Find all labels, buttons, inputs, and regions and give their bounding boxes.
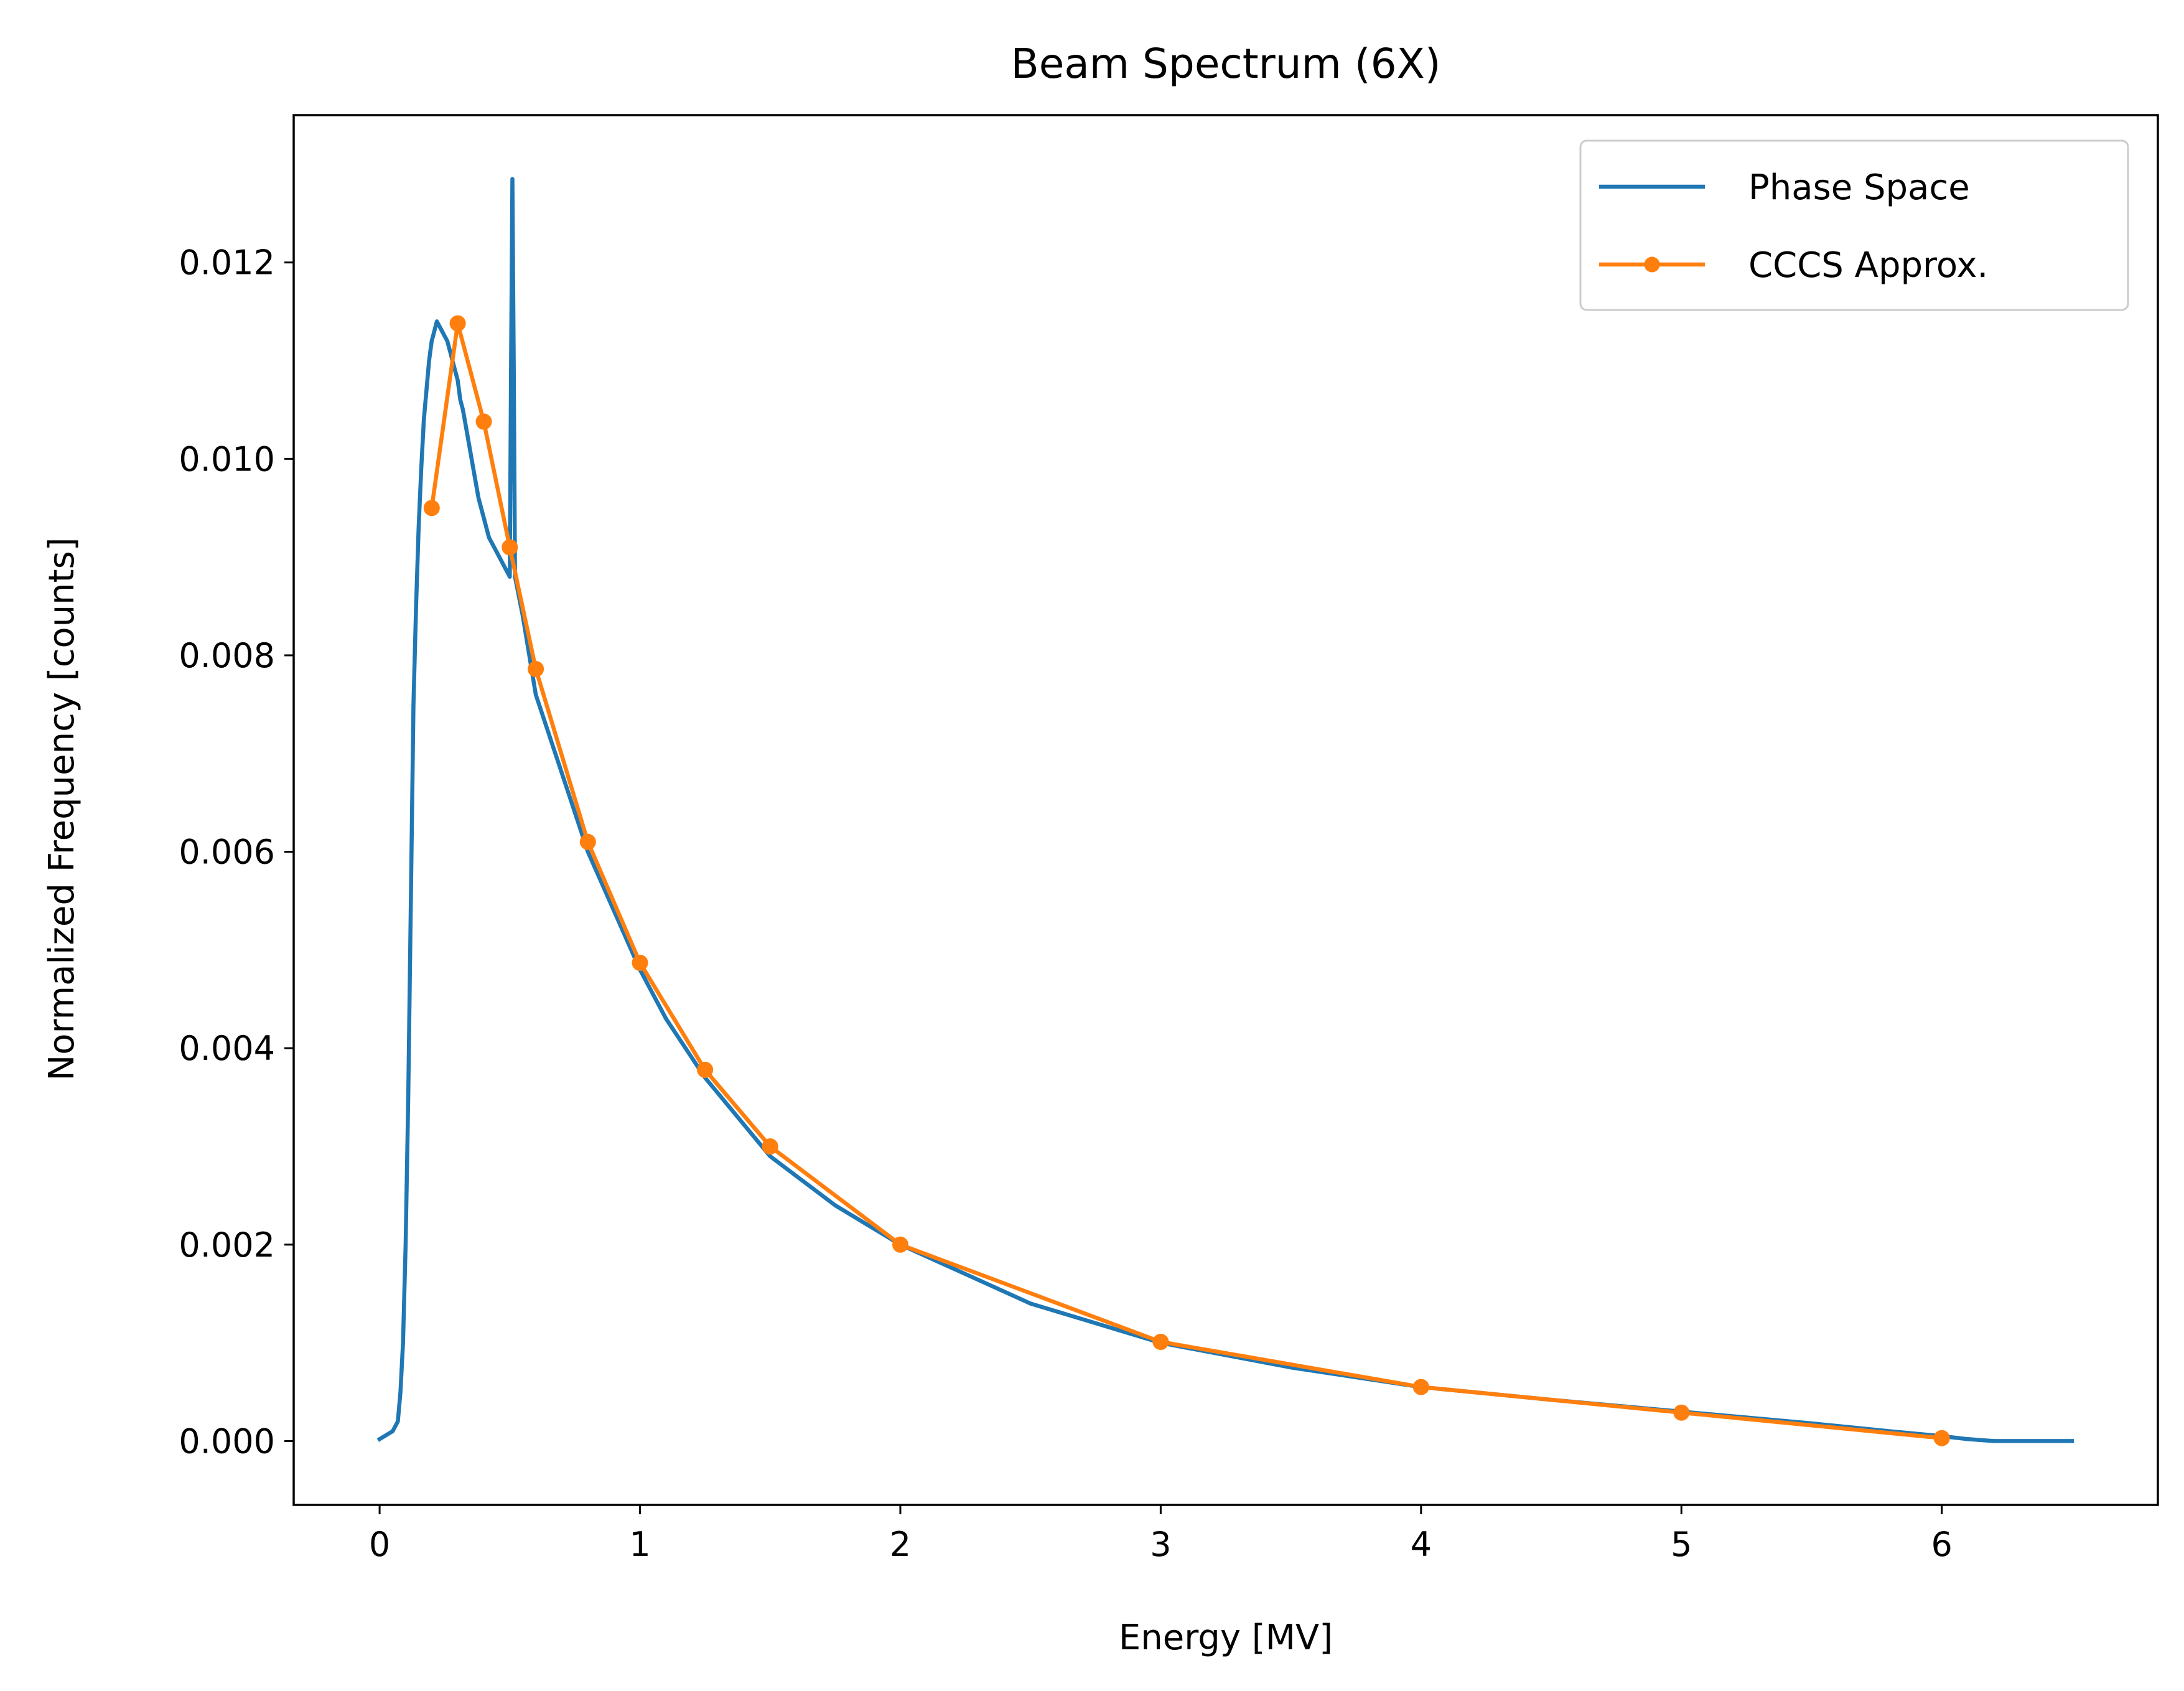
series-line-1 <box>429 321 1944 1441</box>
x-tick-label: 3 <box>1150 1525 1171 1564</box>
legend-marker-1 <box>1644 256 1660 273</box>
legend-label-0: Phase Space <box>1748 167 1970 208</box>
data-point <box>1152 1334 1169 1350</box>
y-tick-label: 0.010 <box>179 439 275 479</box>
legend-label-1: CCCS Approx. <box>1748 245 1988 286</box>
y-tick-label: 0.008 <box>179 636 275 675</box>
data-point <box>579 833 596 850</box>
y-tick-label: 0.000 <box>179 1422 275 1461</box>
data-point <box>502 539 518 556</box>
x-tick-label: 1 <box>629 1525 650 1564</box>
x-tick-label: 6 <box>1931 1525 1953 1564</box>
data-point <box>762 1138 778 1155</box>
series-line-0 <box>376 177 2074 1443</box>
chart-title: Beam Spectrum (6X) <box>1010 40 1440 88</box>
data-point <box>632 954 648 971</box>
data-point <box>697 1061 714 1078</box>
x-tick-label: 4 <box>1411 1525 1432 1564</box>
data-point <box>528 661 544 677</box>
data-point <box>1412 1379 1429 1395</box>
x-axis-label: Energy [MV] <box>1119 1618 1333 1658</box>
data-point <box>1673 1404 1690 1421</box>
x-tick-label: 0 <box>369 1525 390 1564</box>
legend-frame <box>1579 139 2129 311</box>
plot-background <box>294 115 2158 1505</box>
x-tick-label: 2 <box>890 1525 911 1564</box>
plot-area <box>292 114 2159 1506</box>
data-point <box>1933 1430 1950 1446</box>
x-tick-label: 5 <box>1671 1525 1692 1564</box>
x-axis: 0 1 2 3 4 5 6 <box>369 1505 1953 1564</box>
data-point <box>423 500 440 517</box>
y-tick-label: 0.004 <box>179 1029 275 1068</box>
y-axis-label: Normalized Frequency [counts] <box>42 537 82 1080</box>
y-axis: 0.000 0.002 0.004 0.006 0.008 0.010 0.012 <box>179 243 294 1461</box>
plot-frame <box>292 114 2159 1506</box>
y-tick-label: 0.012 <box>179 243 275 283</box>
data-point <box>475 413 492 430</box>
legend: Phase Space CCCS Approx. <box>1579 139 2129 311</box>
data-point <box>892 1236 908 1253</box>
y-tick-label: 0.006 <box>179 833 275 872</box>
y-tick-label: 0.002 <box>179 1225 275 1265</box>
data-point <box>449 315 466 332</box>
